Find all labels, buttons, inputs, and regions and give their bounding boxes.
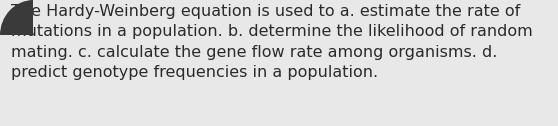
Text: The Hardy-Weinberg equation is used to a. estimate the rate of
mutations in a po: The Hardy-Weinberg equation is used to a… (12, 4, 533, 80)
Wedge shape (0, 0, 35, 37)
